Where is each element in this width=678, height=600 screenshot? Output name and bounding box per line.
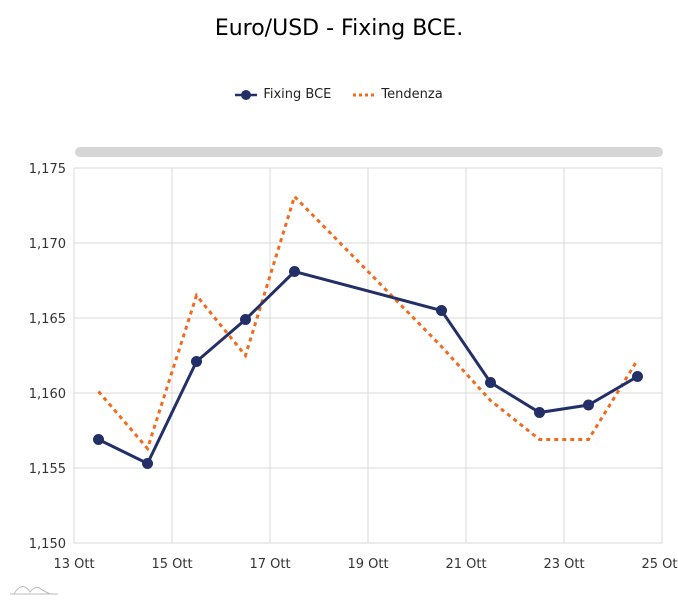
- chart-logo-icon: [10, 586, 58, 595]
- legend-label: Tendenza: [381, 87, 443, 102]
- fixing-bce-point: [240, 314, 251, 325]
- x-tick-label: 21 Ott: [445, 557, 486, 572]
- x-tick-label: 17 Ott: [249, 557, 290, 572]
- legend-dotted-line-icon: [353, 93, 376, 96]
- fixing-bce-point: [534, 407, 545, 418]
- fixing-bce-point: [632, 371, 643, 382]
- x-tick-label: 13 Ott: [53, 557, 94, 572]
- fixing-bce-point: [191, 356, 202, 367]
- chart-title: Euro/USD - Fixing BCE.: [214, 16, 464, 41]
- fixing-bce-point: [289, 266, 300, 277]
- legend-label: Fixing BCE: [263, 87, 332, 102]
- legend-item-tendenza[interactable]: Tendenza: [353, 87, 443, 102]
- y-tick-label: 1,160: [29, 387, 66, 402]
- fixing-bce-point: [485, 377, 496, 388]
- tendenza-line: [97, 193, 639, 452]
- legend-marker-line-icon: [235, 89, 258, 100]
- fixing-bce-point: [93, 434, 104, 445]
- x-tick-label: 15 Ott: [151, 557, 192, 572]
- y-tick-label: 1,170: [29, 237, 66, 252]
- fixing-bce-point: [436, 305, 447, 316]
- legend: Fixing BCE Tendenza: [0, 87, 678, 102]
- x-tick-label: 25 Ott: [641, 557, 678, 572]
- fixing-bce-point: [142, 458, 153, 469]
- fixing-bce-point: [583, 399, 594, 411]
- fixing-bce-line: [97, 269, 639, 466]
- legend-item-fixing[interactable]: Fixing BCE: [235, 87, 331, 102]
- y-tick-label: 1,155: [29, 462, 66, 477]
- zoom-scrollbar[interactable]: [75, 147, 663, 157]
- y-tick-label: 1,165: [29, 312, 66, 327]
- y-tick-label: 1,175: [29, 162, 66, 177]
- x-tick-label: 23 Ott: [543, 557, 584, 572]
- y-tick-label: 1,150: [29, 537, 66, 552]
- x-tick-label: 19 Ott: [347, 557, 388, 572]
